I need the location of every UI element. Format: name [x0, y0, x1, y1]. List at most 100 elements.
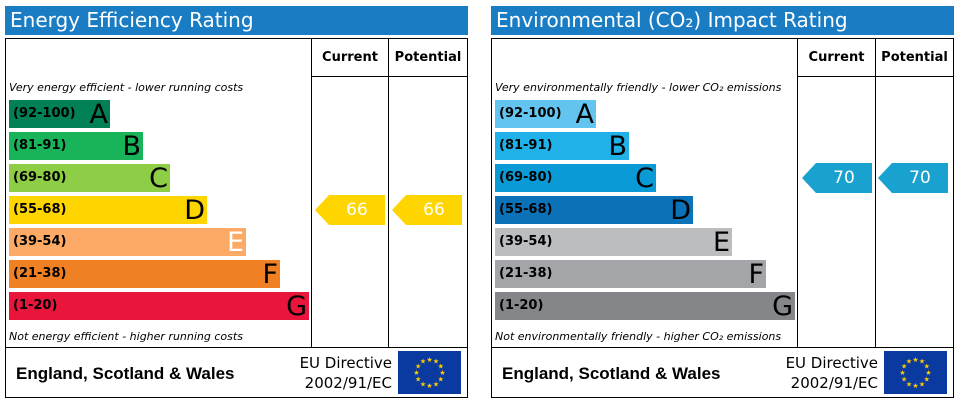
rating-band-a: (92-100) A	[495, 99, 596, 130]
rating-band-g: (1-20) G	[9, 291, 309, 322]
svg-text:★: ★	[415, 376, 421, 384]
band-range-label: (1-20)	[499, 298, 544, 313]
footer-divider	[6, 347, 467, 348]
band-range-label: (81-91)	[13, 138, 67, 153]
band-range-label: (92-100)	[13, 106, 76, 121]
band-letter-label: B	[122, 131, 141, 162]
svg-text:★: ★	[899, 369, 905, 377]
footer-divider	[492, 347, 953, 348]
svg-text:★: ★	[906, 380, 912, 388]
band-range-label: (1-20)	[13, 298, 58, 313]
footer-country: England, Scotland & Wales	[16, 364, 235, 383]
band-range-label: (21-38)	[499, 266, 553, 281]
rating-band-e: (39-54) E	[495, 227, 732, 258]
band-range-label: (55-68)	[13, 202, 67, 217]
svg-text:★: ★	[438, 376, 444, 384]
panel-title: Energy Efficiency Rating	[5, 6, 468, 35]
rating-band-d: (55-68) D	[9, 195, 207, 226]
band-letter-label: A	[575, 99, 594, 130]
svg-text:★: ★	[924, 376, 930, 384]
band-range-label: (21-38)	[13, 266, 67, 281]
svg-text:★: ★	[438, 363, 444, 371]
arrow-polygon	[802, 163, 872, 193]
svg-text:★: ★	[433, 380, 439, 388]
rating-band-b: (81-91) B	[495, 131, 629, 162]
rating-table: Current Potential Very energy efficient …	[5, 38, 468, 398]
svg-text:★: ★	[919, 380, 925, 388]
column-divider	[311, 39, 312, 348]
current-rating-arrow: 70	[802, 163, 872, 193]
rating-band-a: (92-100) A	[9, 100, 110, 129]
rating-band-f: (21-38) F	[495, 259, 766, 290]
potential-rating-value: 66	[423, 200, 445, 220]
rating-band-c: (69-80) C	[9, 163, 170, 194]
header-divider	[797, 76, 953, 77]
svg-text:★: ★	[426, 356, 432, 364]
eu-directive: EU Directive 2002/91/EC	[300, 353, 392, 393]
energy-efficiency-panel: Energy Efficiency Rating Current Potenti…	[5, 6, 468, 398]
top-note: Very energy efficient - lower running co…	[9, 81, 244, 94]
eu-directive-line2: 2002/91/EC	[304, 374, 392, 392]
arrow-polygon	[315, 195, 385, 225]
rating-band-b: (81-91) B	[9, 131, 143, 162]
eu-flag-graphic: ★ ★★★★★★★★★★★	[398, 351, 461, 394]
panel-title: Environmental (CO₂) Impact Rating	[491, 6, 954, 35]
svg-text:★: ★	[426, 382, 432, 390]
svg-text:★: ★	[420, 358, 426, 366]
band-letter-label: B	[608, 131, 627, 162]
arrow-polygon	[392, 195, 462, 225]
svg-text:★: ★	[925, 369, 931, 377]
band-letter-label: F	[748, 259, 764, 290]
band-letter-label: G	[286, 291, 307, 322]
arrow-shape	[315, 195, 385, 225]
svg-text:★: ★	[901, 363, 907, 371]
current-column-header: Current	[808, 50, 865, 65]
svg-text:★: ★	[924, 363, 930, 371]
band-letter-label: D	[184, 195, 205, 226]
top-note: Very environmentally friendly - lower CO…	[495, 81, 782, 94]
eu-directive: EU Directive 2002/91/EC	[786, 353, 878, 393]
svg-text:★: ★	[415, 363, 421, 371]
potential-rating-arrow: 70	[878, 163, 948, 193]
current-rating-value: 70	[833, 168, 855, 188]
eu-directive-line2: 2002/91/EC	[790, 374, 878, 392]
eu-directive-line1: EU Directive	[785, 354, 878, 372]
column-divider	[875, 39, 876, 348]
band-range-label: (55-68)	[499, 202, 553, 217]
svg-text:★: ★	[433, 358, 439, 366]
band-letter-label: G	[772, 291, 793, 322]
header-divider	[311, 76, 467, 77]
potential-column-header: Potential	[881, 50, 948, 65]
column-divider	[388, 39, 389, 348]
band-letter-label: F	[262, 259, 278, 290]
current-rating-value: 66	[346, 200, 368, 220]
band-range-label: (39-54)	[499, 234, 553, 249]
band-letter-label: E	[226, 227, 244, 258]
svg-text:★: ★	[919, 358, 925, 366]
potential-column-header: Potential	[394, 50, 462, 65]
eu-directive-line1: EU Directive	[299, 354, 392, 372]
band-range-label: (92-100)	[499, 106, 562, 121]
rating-band-g: (1-20) G	[495, 291, 795, 322]
rating-band-f: (21-38) F	[9, 259, 280, 290]
band-range-label: (39-54)	[13, 234, 67, 249]
column-divider	[797, 39, 798, 348]
band-letter-label: E	[712, 227, 730, 258]
svg-text:★: ★	[439, 369, 445, 377]
band-range-label: (81-91)	[499, 138, 553, 153]
rating-band-e: (39-54) E	[9, 227, 246, 258]
band-range-label: (69-80)	[499, 170, 553, 185]
svg-text:★: ★	[413, 369, 419, 377]
eu-flag-icon: ★ ★ ★ ★ ★ ★ ★ ★ ★ ★ ★ ★	[884, 351, 947, 394]
rating-band-d: (55-68) D	[495, 196, 693, 225]
footer-country: England, Scotland & Wales	[502, 364, 721, 383]
rating-band-c: (69-80) C	[495, 164, 656, 193]
arrow-shape	[802, 163, 872, 193]
band-range-label: (69-80)	[13, 170, 67, 185]
svg-text:★: ★	[912, 382, 918, 390]
bottom-note: Not energy efficient - higher running co…	[9, 330, 243, 343]
current-column-header: Current	[322, 50, 378, 65]
bottom-note: Not environmentally friendly - higher CO…	[495, 330, 782, 343]
eu-flag-graphic: ★ ★★★★★★★★★★★	[884, 351, 947, 394]
band-letter-label: C	[149, 163, 168, 194]
